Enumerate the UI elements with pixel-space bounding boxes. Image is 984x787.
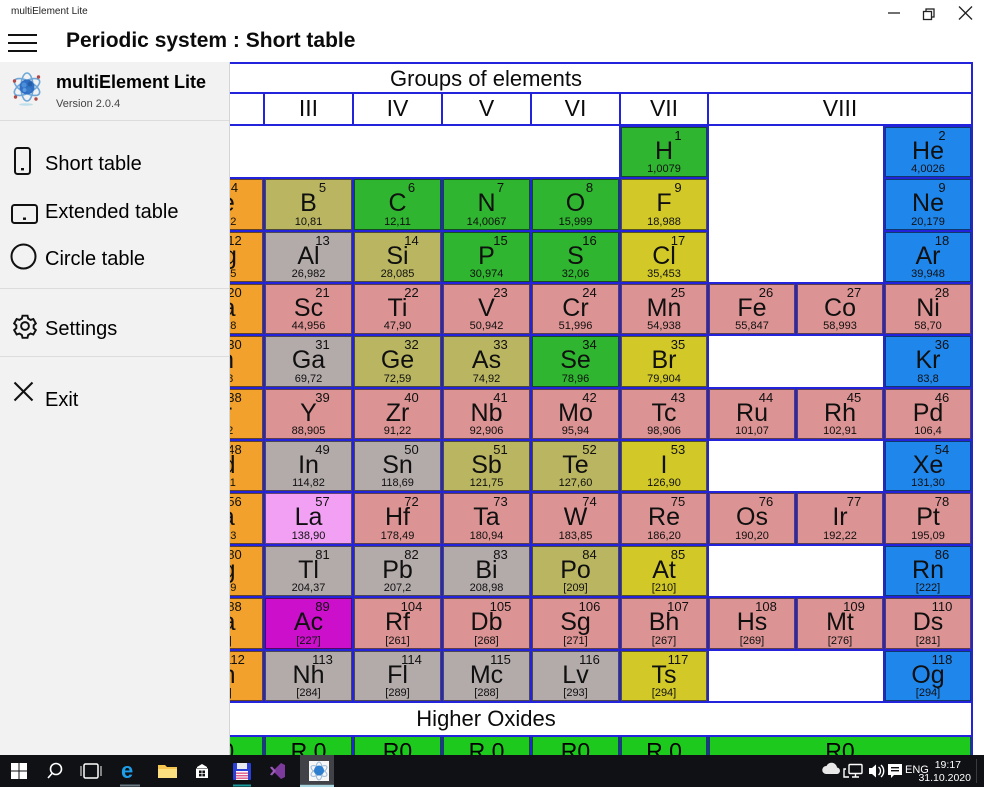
svg-text:e: e [121,758,133,783]
